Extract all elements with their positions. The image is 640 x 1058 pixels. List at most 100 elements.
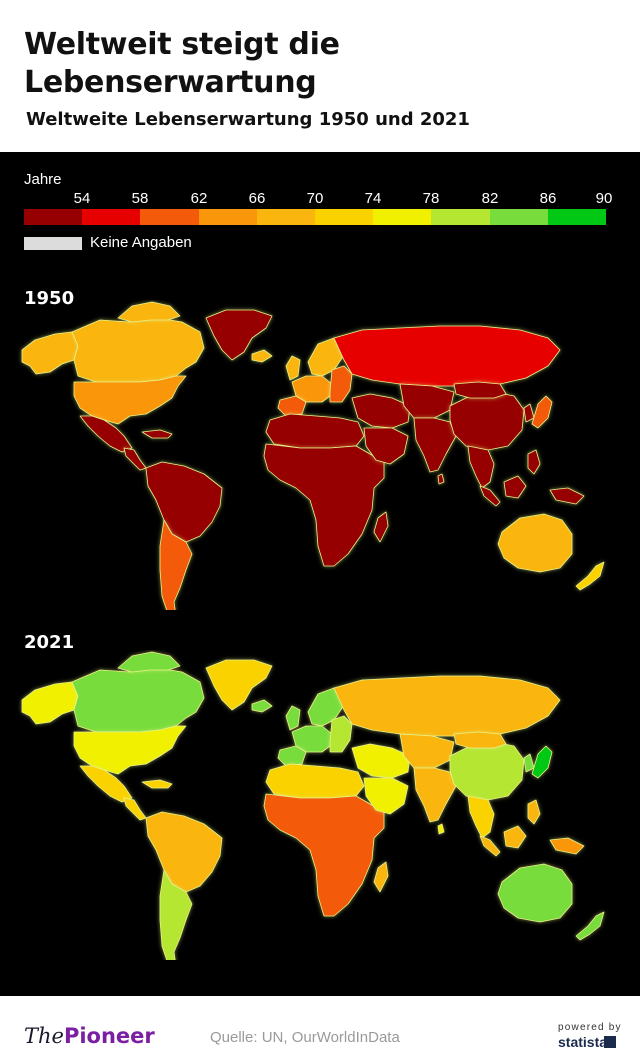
chart-title: Weltweit steigt die Lebenserwartung	[24, 27, 340, 100]
legend-color-scale	[24, 209, 607, 225]
region-south-america-south	[159, 869, 193, 960]
region-australia	[497, 863, 573, 923]
thepioneer-logo[interactable]: ThePioneer	[24, 1024, 155, 1048]
region-korea	[523, 753, 535, 773]
legend-title: Jahre	[24, 171, 62, 188]
region-greenland	[205, 309, 273, 361]
region-mexico	[79, 765, 133, 803]
world-map-1950	[21, 301, 605, 610]
region-new-guinea	[549, 837, 585, 855]
region-iberia	[277, 745, 307, 767]
region-new-guinea	[549, 487, 585, 505]
legend-tick-78: 78	[422, 190, 440, 207]
region-central-america	[123, 447, 147, 471]
region-south-america-south	[159, 519, 193, 610]
region-philippines	[527, 449, 541, 475]
legend-swatch	[373, 209, 432, 225]
legend-swatch	[489, 209, 548, 225]
region-middle-east	[351, 743, 411, 779]
legend-tick-66: 66	[248, 190, 266, 207]
legend-swatch	[315, 209, 374, 225]
region-indonesia-sumatra	[479, 835, 501, 857]
region-new-zealand	[575, 561, 605, 591]
statista-logo[interactable]: statista	[558, 1034, 608, 1050]
region-china	[449, 391, 525, 451]
legend-ticks: 54 58 62 66 70 74 78 82 86 90	[24, 190, 613, 208]
region-russia	[333, 325, 561, 387]
legend-tick-90: 90	[595, 190, 613, 207]
region-usa	[73, 725, 187, 775]
region-southeast-asia	[467, 445, 495, 489]
region-greenland	[205, 659, 273, 711]
legend-swatch	[24, 209, 83, 225]
region-indonesia-borneo	[503, 825, 527, 849]
region-scandinavia	[307, 337, 347, 377]
region-middle-east	[351, 393, 411, 429]
region-caribbean	[141, 429, 173, 439]
region-arctic-islands	[117, 651, 181, 673]
region-korea	[523, 403, 535, 423]
legend-swatch	[547, 209, 607, 225]
footer: ThePioneer Quelle: UN, OurWorldInData po…	[0, 996, 640, 1058]
region-japan	[531, 395, 553, 429]
region-canada	[71, 667, 205, 733]
region-central-asia	[399, 733, 455, 769]
region-central-asia	[399, 383, 455, 419]
region-mexico	[79, 415, 133, 453]
legend-tick-70: 70	[306, 190, 324, 207]
legend-tick-74: 74	[364, 190, 382, 207]
brand-name: Pioneer	[63, 1024, 155, 1048]
legend-swatch	[431, 209, 490, 225]
region-madagascar	[373, 511, 389, 543]
region-africa	[263, 793, 385, 917]
brand-prefix: The	[24, 1024, 64, 1048]
region-japan	[531, 745, 553, 779]
region-indonesia-borneo	[503, 475, 527, 499]
region-sri-lanka	[437, 473, 445, 485]
region-iceland	[251, 349, 273, 363]
region-scandinavia	[307, 687, 347, 727]
region-britain	[285, 355, 301, 381]
region-india	[413, 417, 457, 473]
region-australia	[497, 513, 573, 573]
region-caribbean	[141, 779, 173, 789]
header: Weltweit steigt die Lebenserwartung Welt…	[0, 0, 640, 152]
region-sri-lanka	[437, 823, 445, 835]
region-central-america	[123, 797, 147, 821]
legend-swatch	[198, 209, 257, 225]
legend-tick-58: 58	[131, 190, 149, 207]
region-north-africa	[265, 763, 365, 799]
statista-icon	[604, 1036, 616, 1048]
region-iceland	[251, 699, 273, 713]
legend-tick-82: 82	[481, 190, 499, 207]
region-south-america-north	[145, 461, 223, 543]
map-label-1950: 1950	[24, 288, 75, 309]
world-map-2021	[21, 651, 605, 960]
region-alaska	[21, 681, 79, 725]
region-arabia	[363, 427, 409, 465]
region-usa	[73, 375, 187, 425]
region-russia	[333, 675, 561, 737]
region-north-africa	[265, 413, 365, 449]
region-mongolia	[453, 731, 507, 749]
region-philippines	[527, 799, 541, 825]
chart-subtitle: Weltweite Lebenserwartung 1950 und 2021	[26, 109, 470, 130]
region-southeast-asia	[467, 795, 495, 839]
legend-swatch	[256, 209, 316, 225]
region-canada	[71, 317, 205, 383]
source-note: Quelle: UN, OurWorldInData	[210, 1029, 400, 1046]
powered-by-label: powered by	[558, 1022, 622, 1033]
region-alaska	[21, 331, 79, 375]
region-iberia	[277, 395, 307, 417]
region-britain	[285, 705, 301, 731]
legend-swatch	[140, 209, 199, 225]
no-data-label: Keine Angaben	[90, 234, 192, 251]
map-label-2021: 2021	[24, 632, 75, 653]
region-mongolia	[453, 381, 507, 399]
region-indonesia-sumatra	[479, 485, 501, 507]
legend-tick-62: 62	[190, 190, 208, 207]
region-new-zealand	[575, 911, 605, 941]
region-europe-east	[329, 715, 353, 753]
region-arabia	[363, 777, 409, 815]
region-africa	[263, 443, 385, 567]
